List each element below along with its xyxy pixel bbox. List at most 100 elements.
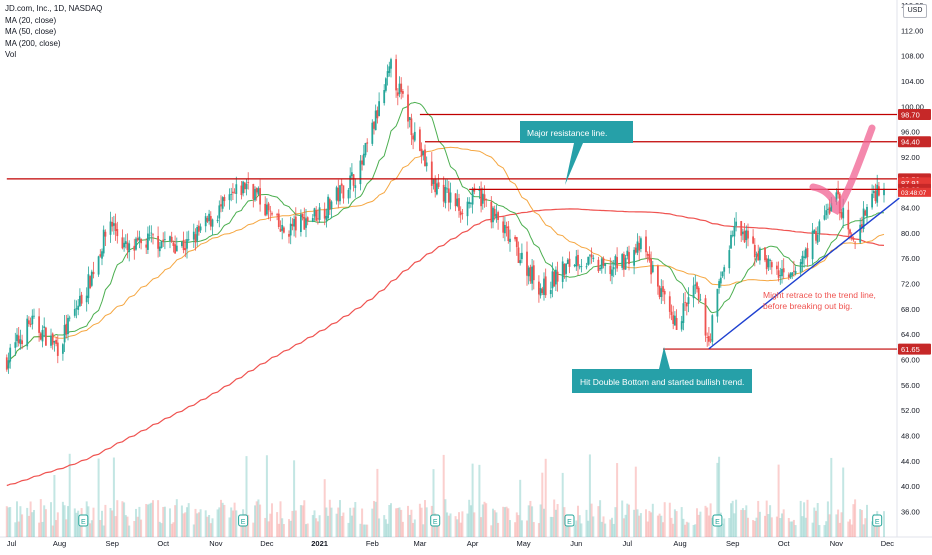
candle-body (710, 340, 712, 341)
candle-body (244, 183, 246, 190)
candle-body (375, 111, 377, 130)
candle-body (235, 184, 237, 194)
candle-body (543, 279, 545, 295)
volume-bar (473, 512, 475, 537)
currency-badge[interactable]: USD (903, 4, 927, 18)
candle-body (609, 266, 611, 274)
legend-volume[interactable]: Vol (5, 49, 102, 61)
candle-body (506, 227, 508, 228)
candle-body (662, 286, 664, 292)
candle-body (764, 247, 766, 260)
candle-body (307, 217, 309, 221)
candle-body (735, 222, 737, 226)
candle-body (220, 204, 222, 206)
candle-body (521, 253, 523, 259)
candle-body (77, 306, 79, 310)
volume-bar (128, 526, 130, 537)
legend-ma50[interactable]: MA (50, close) (5, 26, 102, 38)
legend-symbol[interactable]: JD.com, Inc., 1D, NASDAQ (5, 3, 102, 15)
candle-body (89, 276, 91, 288)
candle-body (472, 190, 474, 205)
volume-bar (147, 505, 149, 537)
candle-body (728, 250, 730, 268)
candle-body (819, 221, 821, 234)
candle-body (79, 296, 81, 307)
candle-body (363, 154, 365, 166)
candle-body (659, 286, 661, 297)
volume-bar (104, 505, 106, 537)
candle-body (278, 214, 280, 227)
y-tick-label: 108.00 (901, 52, 924, 61)
candle-body (8, 360, 10, 368)
volume-bar (98, 459, 100, 537)
volume-bar (14, 522, 16, 537)
candle-body (93, 272, 95, 274)
candle-body (696, 282, 698, 289)
candle-body (414, 132, 416, 141)
candle-body (462, 213, 464, 214)
candle-body (615, 256, 617, 265)
candle-body (460, 211, 462, 215)
candle-body (479, 190, 481, 191)
candle-body (589, 255, 591, 256)
volume-bar (45, 509, 47, 537)
candle-body (169, 236, 171, 241)
candle-body (502, 221, 504, 232)
candle-body (790, 273, 792, 277)
volume-bar (103, 525, 105, 537)
candle-body (385, 78, 387, 90)
y-tick-label: 36.00 (901, 507, 920, 516)
candle-body (38, 316, 40, 333)
volume-bar (295, 510, 297, 537)
candle-body (740, 221, 742, 236)
candle-body (171, 237, 173, 242)
volume-bar (735, 500, 737, 537)
volume-bar (283, 524, 285, 537)
volume-bar (342, 513, 344, 537)
candle-body (847, 210, 849, 230)
volume-bar (866, 505, 868, 537)
candle-body (575, 256, 577, 266)
legend-ma20[interactable]: MA (20, close) (5, 15, 102, 27)
candle-body (150, 233, 152, 234)
candle-body (496, 214, 498, 218)
candle-body (218, 205, 220, 218)
candle-body (116, 229, 118, 236)
candle-body (730, 235, 732, 249)
legend-ma200[interactable]: MA (200, close) (5, 38, 102, 50)
candle-body (373, 122, 375, 129)
candle-body (290, 224, 292, 236)
candle-body (565, 264, 567, 274)
candle-body (841, 212, 843, 217)
volume-bar (9, 507, 11, 537)
candle-body (484, 194, 486, 200)
y-tick-label: 84.00 (901, 204, 920, 213)
y-tick-label: 92.00 (901, 153, 920, 162)
volume-bar (676, 511, 678, 537)
volume-bar (259, 505, 261, 537)
x-tick-label: Sep (106, 539, 119, 548)
candle-body (336, 187, 338, 200)
candle-body (208, 214, 210, 221)
price-tag-label: 98.70 (901, 111, 920, 120)
volume-bar (319, 515, 321, 537)
candle-body (354, 185, 356, 188)
candle-body (161, 241, 163, 248)
y-tick-label: 72.00 (901, 280, 920, 289)
volume-bar (521, 520, 523, 537)
candle-body (319, 207, 321, 220)
volume-bar (198, 512, 200, 537)
candle-body (638, 243, 640, 250)
candle-body (664, 291, 666, 294)
candle-body (365, 143, 367, 155)
candle-body (16, 335, 18, 342)
volume-bar (747, 518, 749, 537)
candle-body (353, 174, 355, 185)
y-tick-label: 68.00 (901, 305, 920, 314)
candle-body (482, 194, 484, 204)
candle-body (616, 257, 618, 268)
candle-body (258, 188, 260, 194)
candle-body (625, 258, 627, 270)
